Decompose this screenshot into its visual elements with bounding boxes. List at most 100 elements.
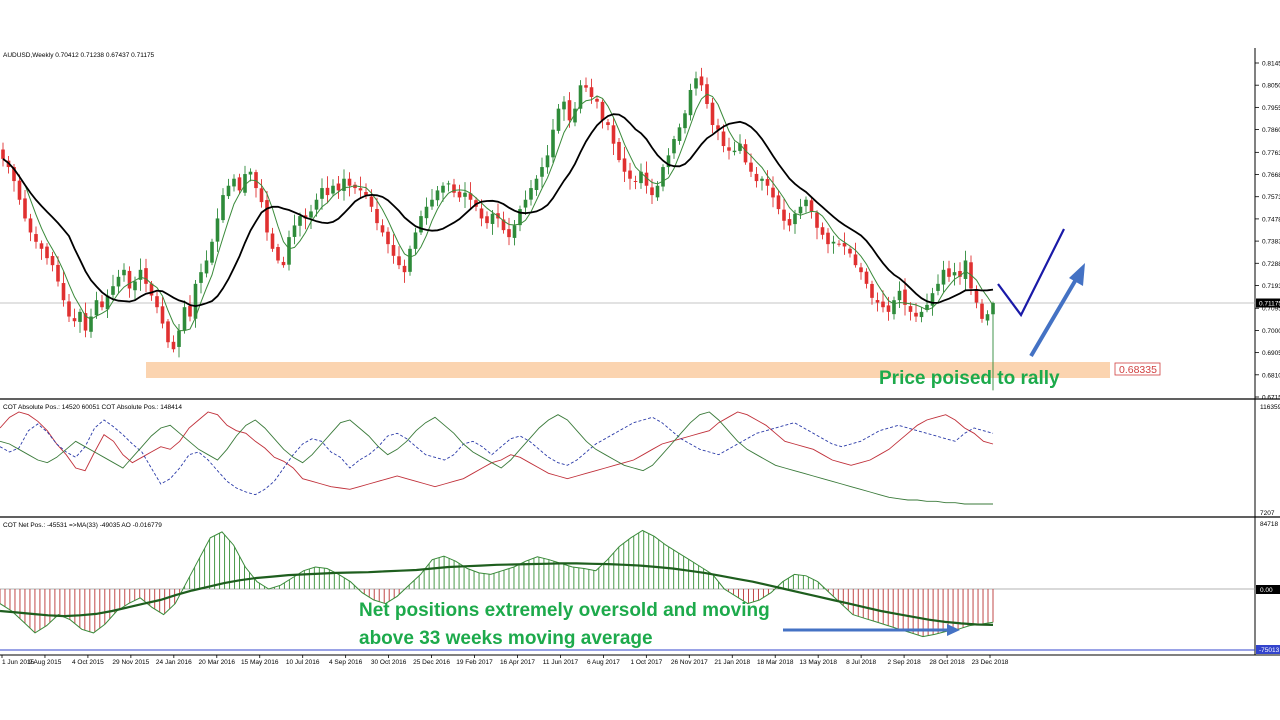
candle-body: [787, 219, 792, 226]
price-tick-label: 0.74780: [1262, 216, 1280, 223]
candle-body: [881, 301, 885, 308]
net-axis-min: -75013: [1259, 647, 1280, 654]
candle-body: [897, 290, 902, 301]
candle-body: [606, 122, 610, 126]
candle-body: [859, 267, 863, 273]
candle-body: [545, 155, 550, 168]
candle-body: [842, 242, 847, 247]
candle-body: [452, 184, 456, 193]
candle-body: [600, 101, 605, 121]
candle-body: [617, 141, 621, 161]
candle-body: [17, 180, 22, 200]
net-arrow-head: [947, 624, 960, 636]
candle-body: [485, 216, 489, 224]
candle-body: [930, 293, 935, 306]
candle-body: [78, 311, 82, 322]
candle-body: [611, 125, 616, 144]
candle-body: [974, 289, 979, 303]
candle-body: [732, 150, 737, 153]
price-tick-label: 0.73830: [1262, 239, 1280, 246]
price-tick-label: 0.70955: [1262, 306, 1280, 313]
candle-body: [83, 313, 88, 331]
candlesticks: [1, 67, 995, 391]
candle-body: [556, 108, 561, 131]
cot-panel-label: COT Absolute Pos.: 14520 60051 COT Absol…: [3, 404, 182, 411]
candle-body: [919, 311, 924, 318]
candle-body: [105, 295, 110, 310]
candle-body: [149, 283, 154, 296]
candle-body: [573, 108, 577, 123]
candle-body: [155, 296, 159, 308]
price-tick-label: 0.76680: [1262, 172, 1280, 179]
net-axis-max: 84718: [1260, 521, 1278, 528]
candle-body: [1, 149, 5, 159]
candle-body: [199, 272, 203, 283]
candle-body: [672, 139, 676, 154]
cot-series-line: [0, 411, 993, 505]
price-tick-label: 0.80505: [1262, 83, 1280, 90]
candle-body: [243, 174, 247, 193]
candle-body: [534, 178, 539, 191]
candle-body: [804, 199, 808, 207]
candle-body: [815, 212, 819, 228]
candle-body: [628, 170, 632, 179]
price-tick-label: 0.68105: [1262, 372, 1280, 379]
price-tick-label: 0.69055: [1262, 350, 1280, 357]
candle-body: [298, 216, 302, 226]
candle-body: [529, 188, 533, 200]
candle-body: [721, 131, 726, 147]
candle-body: [215, 218, 220, 242]
candle-body: [512, 225, 517, 238]
candle-body: [336, 183, 341, 191]
candle-body: [270, 233, 275, 249]
candle-body: [424, 206, 429, 219]
price-tick-label: 0.67155: [1262, 395, 1280, 402]
candle-body: [699, 76, 704, 86]
candle-body: [391, 245, 396, 256]
candle-body: [914, 312, 918, 317]
candle-body: [848, 248, 852, 254]
price-tick-label: 0.72880: [1262, 261, 1280, 268]
net-annotation-line1: Net positions extremely oversold and mov…: [359, 600, 770, 621]
price-axis: 0.81455 0.80505 0.79555 0.78605 0.77630 0.766…: [1255, 61, 1280, 402]
candle-body: [853, 254, 858, 266]
candle-body: [39, 243, 44, 249]
candle-body: [358, 188, 363, 191]
candle-body: [589, 87, 594, 97]
candle-body: [518, 209, 522, 226]
candle-body: [479, 208, 484, 219]
date-tick-label: 2 Sep 2018: [887, 659, 921, 666]
candle-body: [248, 171, 253, 175]
candle-body: [820, 227, 825, 235]
candle-body: [265, 200, 269, 233]
net-axis-zero: 0.00: [1260, 587, 1273, 594]
candle-body: [292, 225, 297, 237]
date-tick-label: 4 Sep 2016: [329, 659, 363, 666]
price-tick-label: 0.81455: [1262, 61, 1280, 68]
candle-body: [441, 185, 445, 193]
candle-body: [232, 178, 236, 187]
date-tick-label: 1 Jun 2015: [2, 659, 35, 666]
candle-body: [122, 269, 126, 276]
candle-body: [160, 306, 165, 324]
date-tick-label: 28 Oct 2018: [929, 659, 965, 666]
price-tick-label: 0.75730: [1262, 194, 1280, 201]
candle-body: [798, 206, 803, 214]
candle-body: [193, 283, 198, 319]
candle-body: [716, 125, 720, 130]
candle-body: [56, 264, 60, 282]
candle-body: [749, 162, 753, 172]
candle-body: [457, 191, 462, 198]
panel-frames: [0, 48, 1280, 656]
candle-body: [325, 187, 330, 196]
candle-body: [237, 177, 242, 191]
candle-body: [320, 188, 324, 199]
candle-body: [144, 268, 148, 284]
candle-body: [353, 184, 357, 189]
candle-body: [419, 216, 423, 233]
net-annotation-line2: above 33 weeks moving average: [359, 628, 653, 649]
candle-body: [413, 232, 418, 249]
candle-body: [622, 158, 627, 172]
